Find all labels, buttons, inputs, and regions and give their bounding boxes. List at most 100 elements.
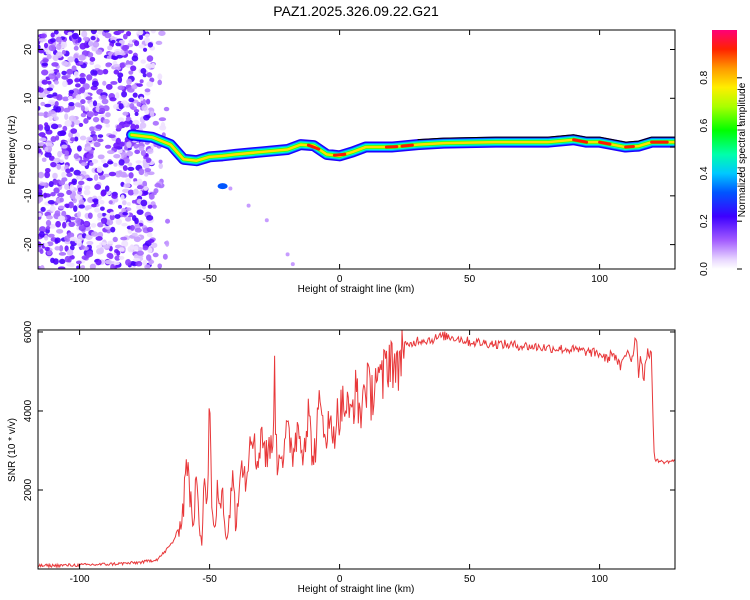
noise-speckle bbox=[136, 209, 144, 215]
noise-speckle bbox=[82, 36, 89, 41]
noise-speckle bbox=[81, 255, 89, 260]
noise-speckle bbox=[134, 227, 142, 233]
noise-speckle bbox=[264, 218, 269, 223]
noise-speckle bbox=[125, 259, 132, 266]
noise-speckle bbox=[54, 246, 61, 251]
noise-speckle bbox=[70, 128, 78, 134]
noise-speckle bbox=[145, 98, 151, 105]
noise-speckle bbox=[38, 124, 42, 130]
noise-speckle bbox=[122, 200, 127, 206]
noise-speckle bbox=[43, 242, 49, 248]
colorbar: 0.0 0.2 0.4 0.6 0.8 Normalized spectral ampl… bbox=[699, 30, 748, 276]
y-tick-label: -10 bbox=[23, 188, 34, 203]
snr-panel: -100 -50 0 50 100 2000 4000 6000 Height of str… bbox=[7, 320, 676, 595]
noise-speckle bbox=[127, 166, 135, 171]
noise-speckle bbox=[79, 79, 86, 85]
noise-speckle bbox=[41, 79, 48, 85]
noise-speckle bbox=[80, 162, 88, 167]
noise-speckle bbox=[44, 234, 49, 241]
noise-speckle bbox=[48, 110, 56, 115]
noise-speckle bbox=[165, 218, 171, 224]
noise-speckle bbox=[110, 39, 116, 44]
noise-speckle bbox=[91, 80, 99, 87]
noise-speckle bbox=[79, 135, 87, 141]
noise-speckle bbox=[136, 185, 144, 190]
noise-speckle bbox=[66, 249, 74, 256]
noise-speckle bbox=[38, 212, 42, 217]
noise-speckle bbox=[119, 171, 127, 178]
noise-speckle bbox=[97, 134, 104, 138]
noise-speckle bbox=[62, 221, 67, 229]
noise-speckle bbox=[114, 66, 122, 71]
noise-speckle bbox=[217, 183, 228, 190]
noise-speckle bbox=[104, 144, 112, 149]
noise-speckle bbox=[110, 80, 118, 85]
noise-speckle bbox=[136, 101, 142, 107]
noise-speckle bbox=[145, 63, 153, 69]
x-tick-label: 0 bbox=[337, 274, 343, 285]
noise-speckle bbox=[131, 232, 138, 237]
noise-speckle bbox=[38, 231, 45, 238]
noise-speckle bbox=[74, 119, 81, 125]
noise-speckle bbox=[109, 97, 117, 102]
noise-speckle bbox=[104, 185, 110, 192]
noise-speckle bbox=[60, 41, 68, 49]
noise-speckle bbox=[115, 220, 122, 225]
noise-speckle bbox=[90, 35, 96, 41]
noise-speckle bbox=[64, 150, 70, 156]
noise-speckle bbox=[74, 58, 79, 64]
noise-speckle bbox=[137, 246, 143, 252]
noise-speckle bbox=[58, 180, 66, 186]
noise-speckle bbox=[86, 153, 94, 160]
noise-speckle bbox=[61, 70, 67, 76]
noise-speckle bbox=[122, 165, 128, 171]
noise-speckle bbox=[114, 214, 121, 220]
noise-speckle bbox=[125, 177, 131, 184]
noise-speckle bbox=[79, 170, 87, 176]
noise-speckle bbox=[103, 118, 110, 124]
noise-speckle bbox=[110, 226, 116, 233]
noise-speckle bbox=[118, 117, 125, 123]
noise-speckle bbox=[40, 265, 45, 269]
noise-speckle bbox=[56, 163, 62, 170]
noise-speckle bbox=[125, 216, 132, 222]
noise-speckle bbox=[95, 49, 103, 55]
noise-speckle bbox=[69, 184, 75, 191]
noise-speckle bbox=[66, 78, 74, 85]
noise-speckle bbox=[50, 136, 57, 143]
noise-speckle bbox=[53, 157, 61, 163]
noise-speckle bbox=[107, 240, 114, 245]
noise-speckle bbox=[74, 102, 81, 108]
noise-speckle bbox=[99, 199, 105, 205]
noise-speckle bbox=[86, 74, 93, 81]
noise-speckle bbox=[136, 250, 144, 256]
noise-speckle bbox=[102, 68, 109, 75]
noise-speckle bbox=[44, 146, 49, 152]
noise-speckle bbox=[52, 92, 58, 97]
noise-speckle bbox=[47, 199, 55, 205]
noise-speckle bbox=[157, 263, 163, 269]
ridge-peak bbox=[306, 143, 321, 151]
noise-speckle bbox=[146, 148, 154, 155]
noise-speckle bbox=[76, 240, 82, 247]
ridge-peak bbox=[624, 144, 635, 149]
x-tick-label: -100 bbox=[70, 274, 90, 285]
noise-speckle bbox=[158, 30, 166, 36]
noise-speckle bbox=[90, 30, 97, 35]
noise-speckle bbox=[85, 234, 93, 241]
noise-speckle bbox=[145, 157, 152, 164]
noise-speckle bbox=[54, 210, 61, 217]
noise-speckle bbox=[74, 78, 80, 83]
noise-speckle bbox=[134, 149, 141, 155]
noise-speckle bbox=[86, 136, 93, 142]
noise-speckle bbox=[90, 130, 96, 135]
noise-speckle bbox=[42, 58, 49, 63]
noise-speckle bbox=[88, 40, 94, 47]
spectrogram-y-label: Frequency (Hz) bbox=[7, 116, 18, 185]
noise-speckle bbox=[107, 45, 113, 51]
noise-speckle bbox=[123, 183, 131, 189]
noise-speckle bbox=[285, 252, 290, 257]
noise-speckle bbox=[38, 226, 47, 233]
noise-speckle bbox=[92, 135, 98, 142]
noise-speckle bbox=[103, 30, 110, 33]
